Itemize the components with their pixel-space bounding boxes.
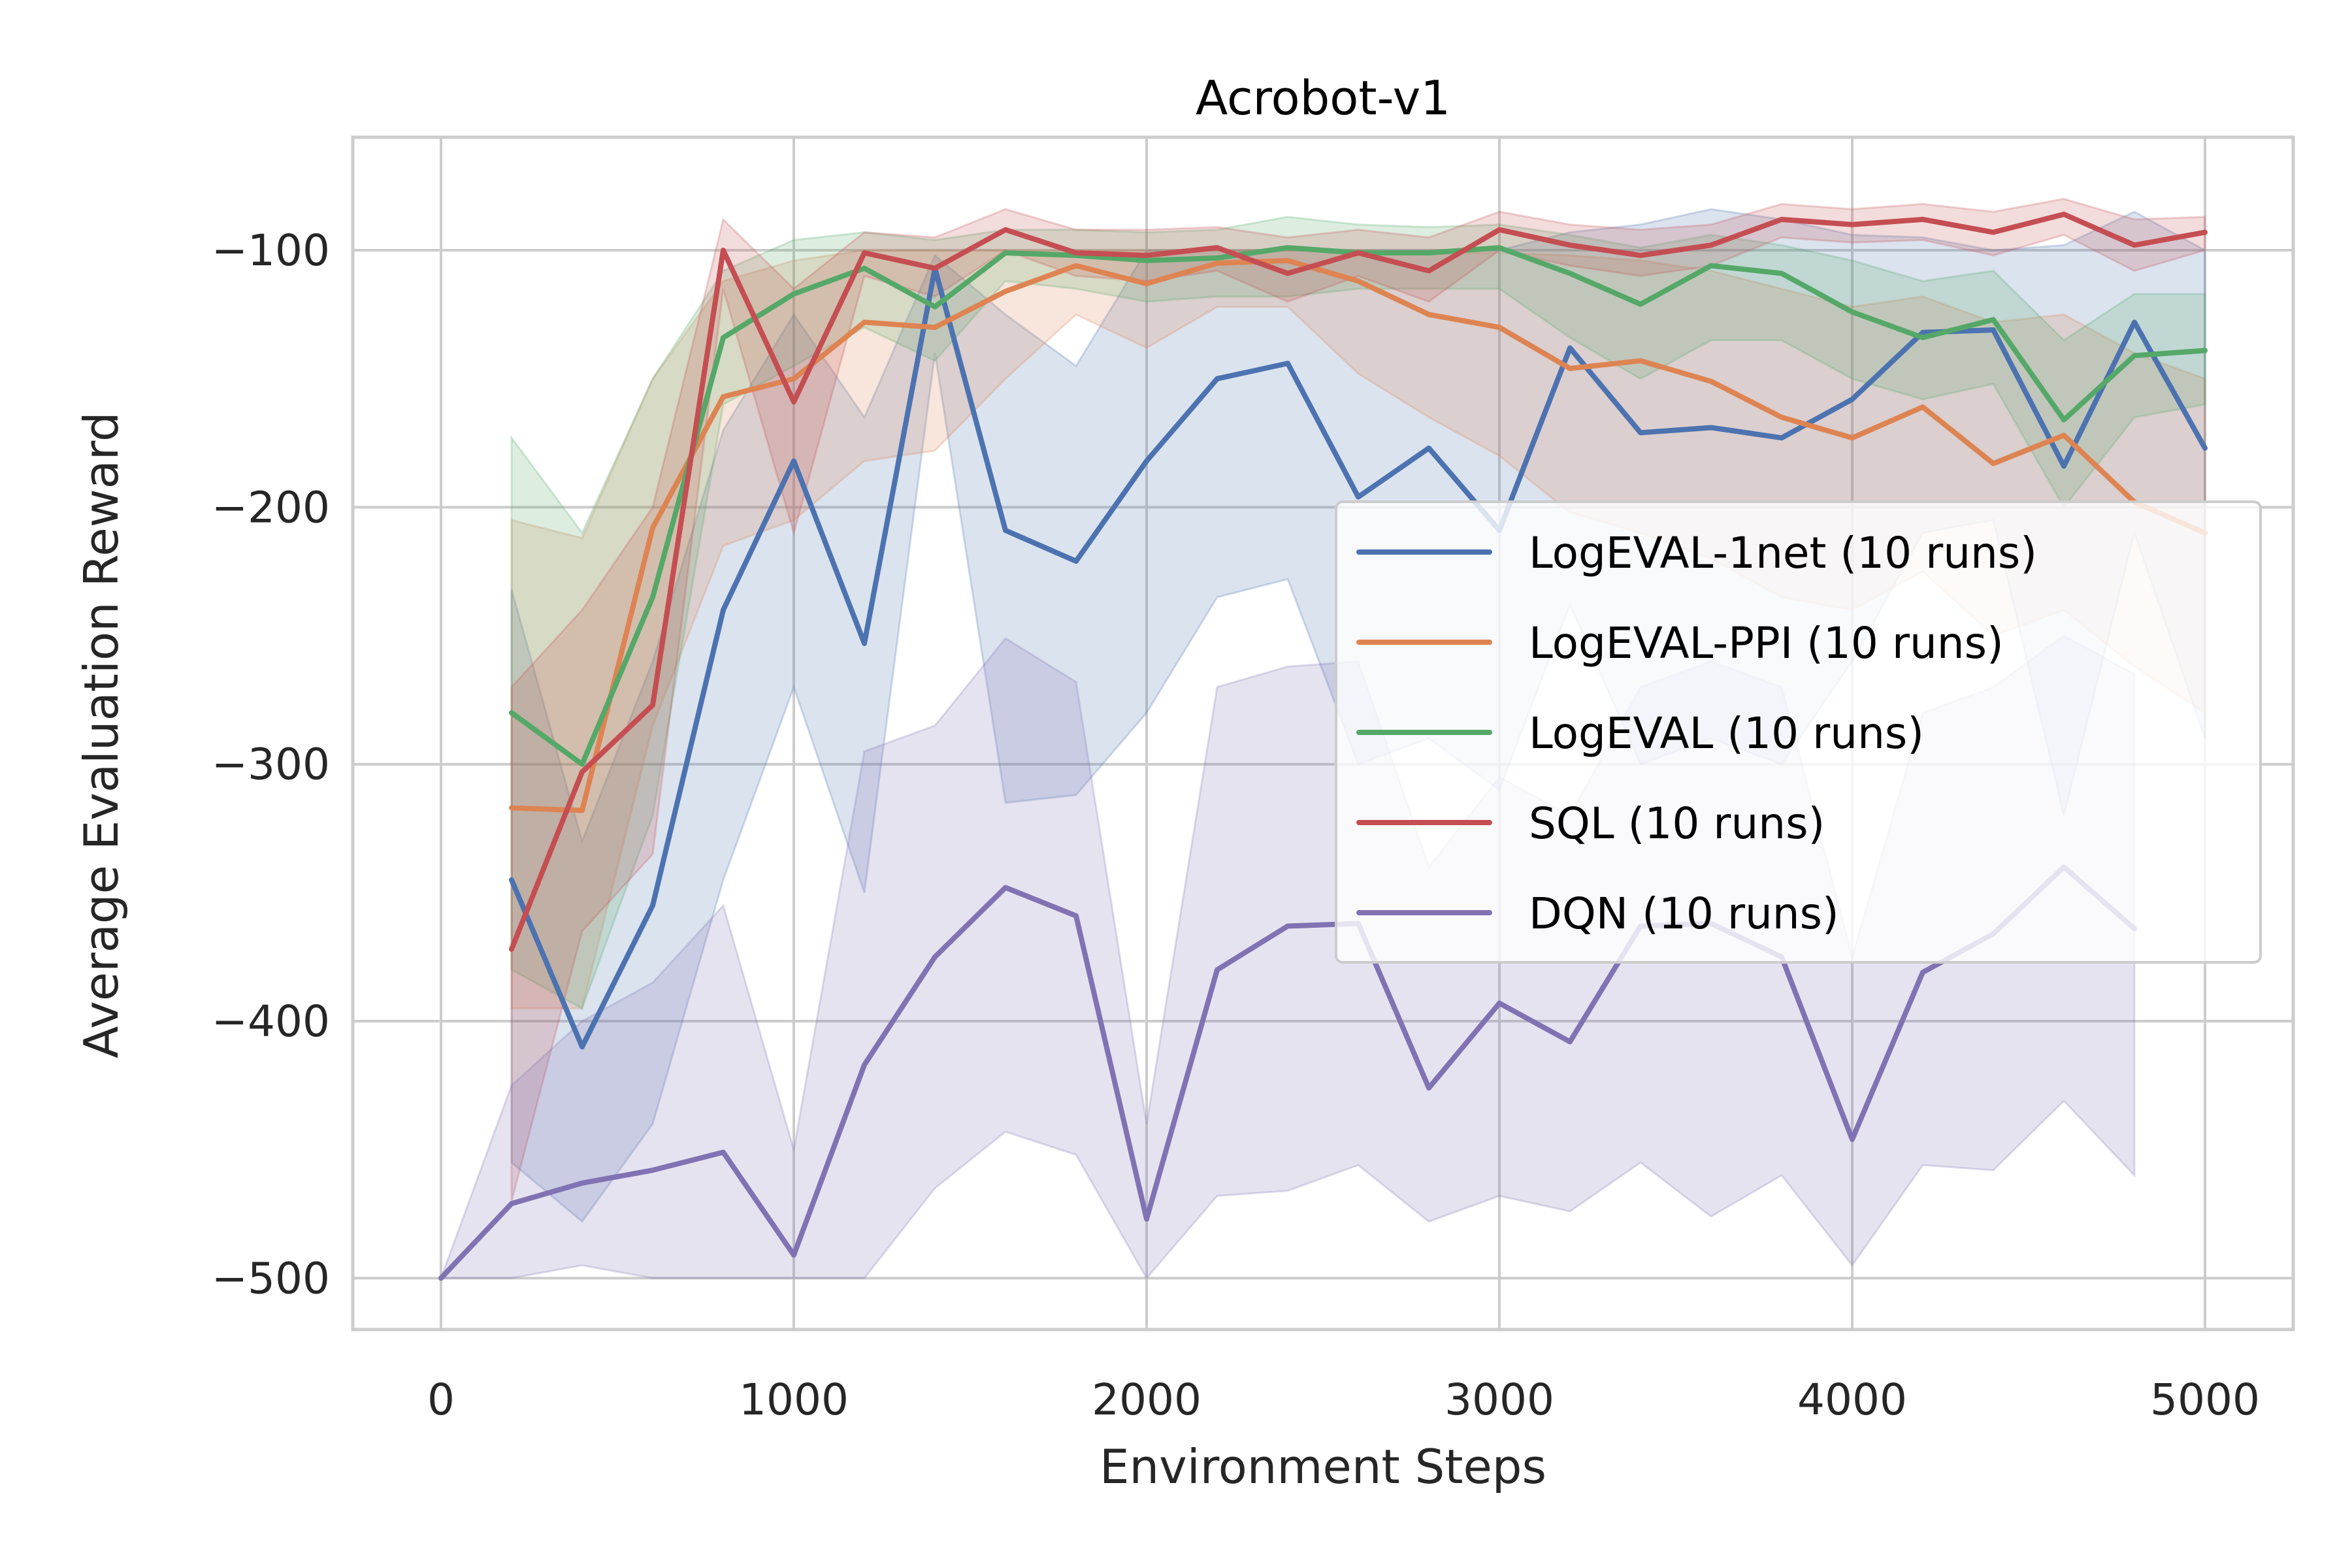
- y-tick-label: −500: [212, 1253, 330, 1303]
- plot-frame: [351, 135, 2295, 1331]
- legend-item-logeval-1net-10-runs: LogEVAL-1net (10 runs): [1356, 528, 2037, 578]
- legend-label: LogEVAL-PPI (10 runs): [1529, 618, 2004, 668]
- legend-box: [1335, 500, 2262, 964]
- x-tick-label: 2000: [1092, 1375, 1201, 1425]
- x-tick-labels: 0 1000 2000 3000 4000 5000: [427, 1375, 2260, 1425]
- legend-items: LogEVAL-1net (10 runs) LogEVAL-PPI (10 ru…: [1356, 528, 2037, 939]
- legend-label: SQL (10 runs): [1529, 798, 1825, 849]
- legend-label: DQN (10 runs): [1529, 889, 1839, 939]
- y-axis-title: Average Evaluation Reward: [74, 412, 129, 1058]
- y-tick-label: −400: [212, 996, 330, 1047]
- legend-item-logeval-10-runs: LogEVAL (10 runs): [1356, 708, 1924, 759]
- y-tick-label: −300: [212, 740, 330, 790]
- y-tick-label: −200: [212, 482, 330, 532]
- legend-label: LogEVAL-1net (10 runs): [1529, 528, 2037, 578]
- line-dqn-10-runs: [438, 864, 2137, 1281]
- x-axis-title: Environment Steps: [1100, 1439, 1546, 1494]
- legend-item-sql-10-runs: SQL (10 runs): [1356, 798, 1825, 849]
- series-lines: [438, 211, 2208, 1281]
- chart-title: Acrobot-v1: [1196, 71, 1450, 125]
- legend-label: LogEVAL (10 runs): [1529, 708, 1924, 759]
- band-sql-10-runs: [510, 197, 2206, 1201]
- line-logeval-1net-10-runs: [509, 265, 2208, 1050]
- line-logeval-ppi-10-runs: [509, 257, 2208, 813]
- y-tick-labels: −500 −400 −300 −200 −100: [212, 225, 330, 1303]
- legend: LogEVAL-1net (10 runs) LogEVAL-PPI (10 ru…: [1335, 500, 2262, 964]
- line-sql-10-runs: [509, 211, 2208, 952]
- x-tick-label: 3000: [1445, 1375, 1554, 1425]
- x-tick-label: 0: [427, 1375, 455, 1425]
- x-tick-label: 5000: [2150, 1375, 2260, 1425]
- x-tick-label: 1000: [739, 1375, 849, 1425]
- legend-item-dqn-10-runs: DQN (10 runs): [1356, 889, 1839, 939]
- x-tick-label: 4000: [1797, 1375, 1907, 1425]
- y-tick-label: −100: [212, 225, 330, 276]
- legend-item-logeval-ppi-10-runs: LogEVAL-PPI (10 runs): [1356, 618, 2004, 668]
